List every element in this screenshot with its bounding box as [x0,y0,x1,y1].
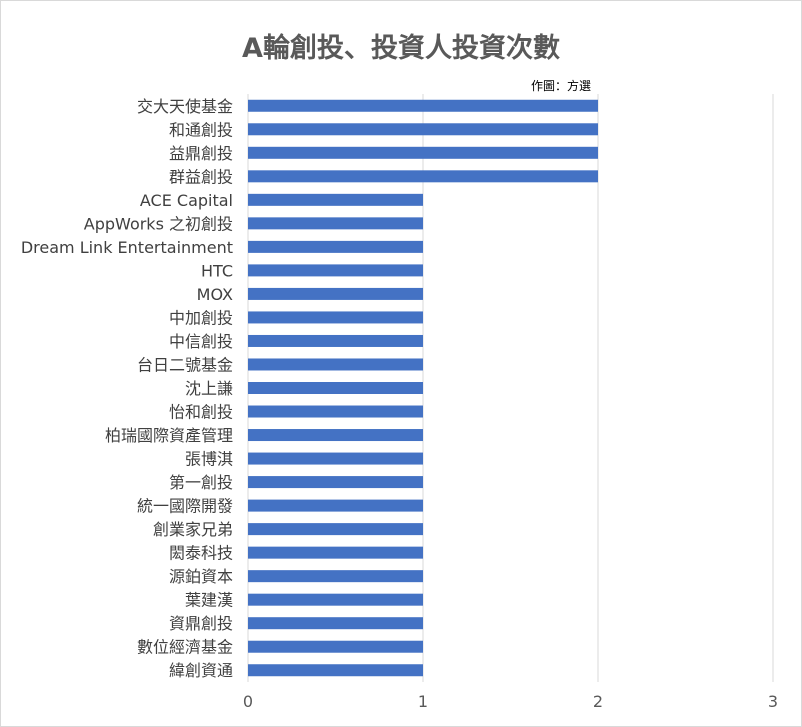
x-tick-label: 1 [418,692,428,711]
bar [248,664,423,677]
category-label: ACE Capital [140,191,233,210]
x-tick-label: 0 [243,692,253,711]
category-label: 源鉑資本 [169,567,233,586]
bar [248,405,423,418]
bar [248,382,423,394]
category-label: 怡和創投 [169,403,233,422]
category-label: AppWorks 之初創投 [84,214,233,233]
bar [248,523,423,536]
category-label: MOX [197,285,233,304]
category-label: 台日二號基金 [137,355,233,374]
bar [248,334,423,347]
category-label: 交大天使基金 [137,97,233,116]
x-tick-label: 3 [768,692,778,711]
bar [248,570,423,583]
bar [248,452,423,465]
category-label: 中加創投 [169,308,233,327]
chart-credit: 作圖：方選 [531,79,592,93]
bar [248,546,423,559]
category-label: 閎泰科技 [169,544,233,563]
bar [248,193,423,206]
bar [248,240,423,253]
gridlines [247,94,774,682]
bar [248,99,598,112]
bar [248,287,423,300]
category-label: 群益創投 [169,167,233,186]
category-label: 沈上謙 [185,379,233,398]
x-tick-label: 2 [593,692,603,711]
category-label: 緯創資通 [169,661,233,680]
bar [248,499,423,512]
bar [248,640,423,653]
category-label: 統一國際開發 [137,497,233,516]
bar [248,170,598,183]
bars [248,99,598,677]
category-label: Dream Link Entertainment [21,238,233,257]
category-label: 創業家兄弟 [153,520,233,539]
chart-title: A輪創投、投資人投資次數 [242,33,560,64]
category-label: 中信創投 [169,332,233,351]
category-label: 和通創投 [169,120,233,139]
bar [248,593,423,606]
category-label: 柏瑞國際資產管理 [105,426,233,445]
bar [248,429,423,442]
x-tick-labels: 0 1 2 3 [243,692,778,711]
bar [248,217,423,230]
category-label: 張博淇 [185,450,233,469]
bar [248,123,598,136]
bar [248,311,423,324]
category-label: 資鼎創投 [169,614,233,633]
category-label: 第一創投 [169,473,233,492]
bar [248,617,423,630]
category-label: 葉建漢 [185,591,233,610]
category-label: HTC [201,261,233,280]
bar [248,358,423,371]
bar [248,476,423,489]
bar [248,146,598,159]
category-label: 數位經濟基金 [137,638,233,657]
category-label: 益鼎創投 [169,144,233,163]
bar [248,264,423,277]
